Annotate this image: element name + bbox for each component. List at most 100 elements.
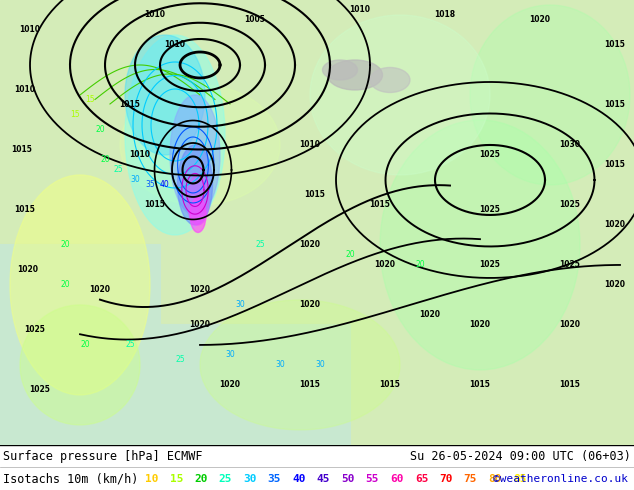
Text: 20: 20 — [80, 341, 90, 349]
FancyBboxPatch shape — [0, 245, 160, 445]
Text: 1015: 1015 — [370, 200, 391, 209]
Text: 20: 20 — [100, 155, 110, 165]
Text: 1020: 1020 — [190, 286, 210, 294]
Text: 20: 20 — [60, 280, 70, 290]
Text: 30: 30 — [315, 361, 325, 369]
Text: 70: 70 — [439, 474, 453, 484]
Text: 1025: 1025 — [479, 205, 500, 215]
Text: 30: 30 — [275, 361, 285, 369]
Text: 1005: 1005 — [245, 16, 266, 24]
Text: 1020: 1020 — [219, 380, 240, 390]
Text: 25: 25 — [125, 341, 135, 349]
Text: 25: 25 — [175, 355, 185, 365]
Text: 1015: 1015 — [120, 100, 141, 109]
Ellipse shape — [310, 15, 490, 175]
Text: 20: 20 — [345, 250, 355, 259]
Text: 1020: 1020 — [89, 286, 110, 294]
Text: 75: 75 — [463, 474, 477, 484]
Text: 1020: 1020 — [604, 280, 626, 290]
Text: 10: 10 — [145, 474, 158, 484]
Text: 35: 35 — [268, 474, 281, 484]
Text: 1015: 1015 — [11, 146, 32, 154]
Text: 1015: 1015 — [304, 191, 325, 199]
Text: Isotachs 10m (km/h): Isotachs 10m (km/h) — [3, 472, 138, 486]
Ellipse shape — [125, 35, 205, 155]
Text: 1015: 1015 — [15, 205, 36, 215]
Text: 20: 20 — [194, 474, 208, 484]
Text: 30: 30 — [225, 350, 235, 360]
Text: 1020: 1020 — [190, 320, 210, 329]
Text: 1015: 1015 — [380, 380, 401, 390]
Text: 1015: 1015 — [145, 200, 165, 209]
FancyBboxPatch shape — [150, 325, 351, 445]
Ellipse shape — [323, 60, 358, 80]
Text: Surface pressure [hPa] ECMWF: Surface pressure [hPa] ECMWF — [3, 450, 202, 464]
Text: 1020: 1020 — [299, 300, 321, 310]
Text: 1015: 1015 — [299, 380, 320, 390]
Text: 1025: 1025 — [560, 261, 581, 270]
Text: 1015: 1015 — [605, 41, 625, 49]
Text: 25: 25 — [256, 241, 265, 249]
Text: 20: 20 — [415, 261, 425, 270]
Text: 1025: 1025 — [479, 261, 500, 270]
Ellipse shape — [187, 175, 209, 225]
Text: 1020: 1020 — [420, 311, 441, 319]
Ellipse shape — [470, 5, 630, 185]
Text: 1010: 1010 — [349, 5, 370, 15]
Text: 15: 15 — [70, 110, 80, 120]
Ellipse shape — [190, 197, 206, 232]
Text: 40: 40 — [160, 180, 170, 190]
Ellipse shape — [170, 95, 220, 215]
Ellipse shape — [20, 305, 140, 425]
Text: 1025: 1025 — [25, 325, 46, 335]
Text: 1015: 1015 — [470, 380, 491, 390]
Text: 1010: 1010 — [15, 85, 36, 95]
Text: 15: 15 — [170, 474, 183, 484]
Text: 1020: 1020 — [299, 241, 321, 249]
Text: 20: 20 — [95, 125, 105, 134]
Text: 1015: 1015 — [605, 100, 625, 109]
Text: 1015: 1015 — [605, 160, 625, 170]
Text: 1025: 1025 — [479, 150, 500, 159]
Text: 1010: 1010 — [164, 41, 186, 49]
Text: 1025: 1025 — [560, 200, 581, 209]
Text: 60: 60 — [391, 474, 404, 484]
Text: 25: 25 — [219, 474, 232, 484]
Text: 1020: 1020 — [604, 220, 626, 229]
Text: 1010: 1010 — [145, 10, 165, 20]
Text: 15: 15 — [85, 96, 95, 104]
Text: 35: 35 — [145, 180, 155, 190]
Text: 1018: 1018 — [434, 10, 456, 20]
Text: 25: 25 — [113, 166, 123, 174]
Ellipse shape — [370, 68, 410, 93]
Text: 30: 30 — [130, 175, 140, 184]
Text: 1010: 1010 — [20, 25, 41, 34]
Ellipse shape — [120, 85, 280, 205]
Text: 1020: 1020 — [375, 261, 396, 270]
Text: 20: 20 — [60, 241, 70, 249]
Text: 85: 85 — [513, 474, 526, 484]
Text: 65: 65 — [415, 474, 428, 484]
Text: 80: 80 — [488, 474, 501, 484]
Ellipse shape — [10, 175, 150, 395]
Text: 1015: 1015 — [560, 380, 581, 390]
Text: 1010: 1010 — [299, 141, 321, 149]
Text: 1020: 1020 — [529, 16, 550, 24]
Text: 30: 30 — [235, 300, 245, 310]
Text: 1020: 1020 — [470, 320, 491, 329]
Text: 50: 50 — [341, 474, 355, 484]
Text: 1025: 1025 — [30, 386, 51, 394]
Ellipse shape — [200, 300, 400, 430]
Text: ©weatheronline.co.uk: ©weatheronline.co.uk — [493, 474, 628, 484]
Text: 40: 40 — [292, 474, 306, 484]
Text: 1030: 1030 — [559, 141, 581, 149]
Text: 1020: 1020 — [559, 320, 581, 329]
Text: 55: 55 — [366, 474, 379, 484]
Text: 1020: 1020 — [18, 266, 39, 274]
Ellipse shape — [328, 60, 382, 90]
Text: 1010: 1010 — [129, 150, 150, 159]
Ellipse shape — [178, 145, 212, 225]
Ellipse shape — [380, 120, 580, 370]
Text: 30: 30 — [243, 474, 257, 484]
Text: Su 26-05-2024 09:00 UTC (06+03): Su 26-05-2024 09:00 UTC (06+03) — [410, 450, 631, 464]
